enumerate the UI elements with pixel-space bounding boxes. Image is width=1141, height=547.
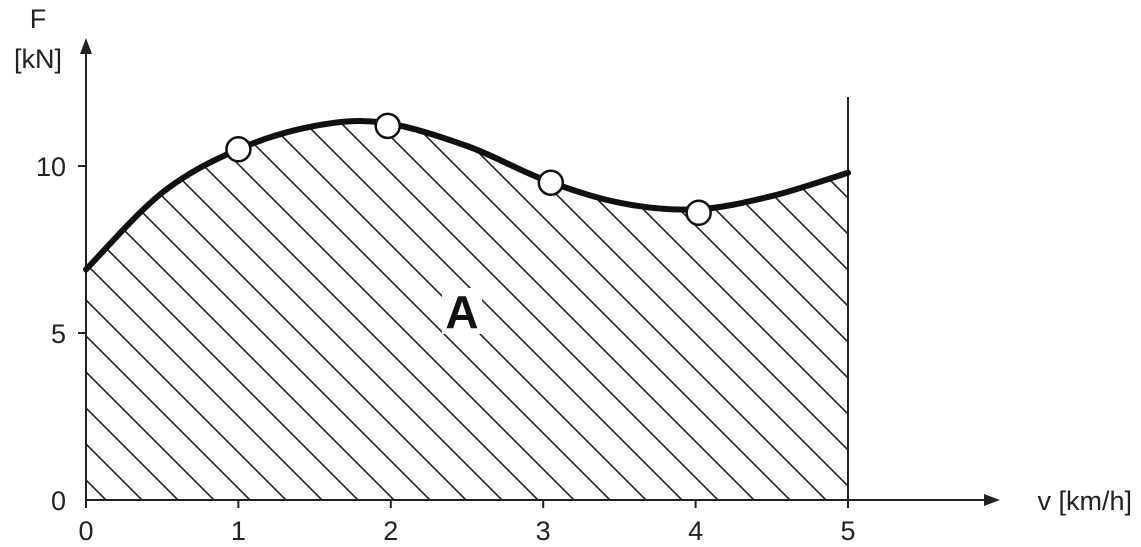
x-tick-label: 1 (231, 516, 246, 546)
y-axis-symbol: F (30, 4, 47, 34)
area-label: A (445, 286, 478, 338)
y-axis-unit: [kN] (14, 44, 62, 74)
hatch-line (854, 60, 1141, 540)
hatch-line (277, 120, 759, 500)
hatch-line (421, 120, 848, 500)
x-axis-title: v [km/h] (1037, 486, 1132, 516)
data-point-marker (374, 112, 402, 140)
hatch-line (97, 120, 579, 500)
data-point-marker (685, 199, 712, 227)
hatch-line (673, 120, 848, 500)
hatch-line (86, 120, 219, 500)
hatch-line (781, 120, 848, 500)
hatch-line (817, 120, 848, 500)
y-axis-arrow (80, 38, 92, 54)
hatch-line (86, 120, 363, 500)
hatch-line (86, 120, 111, 500)
hatch-line (349, 120, 831, 500)
x-tick-label: 2 (383, 516, 398, 546)
hatch-line (493, 120, 848, 500)
data-point-marker (225, 136, 252, 163)
hatch-line (0, 60, 74, 540)
y-tick-label: 5 (51, 319, 66, 349)
hatch-line (86, 120, 183, 500)
hatch-line (565, 120, 848, 500)
hatch-line (529, 120, 848, 500)
x-tick-label: 3 (536, 516, 551, 546)
hatch-line (0, 60, 38, 540)
data-point-marker (537, 169, 565, 196)
hatch-line (313, 120, 795, 500)
hatch-line (86, 120, 399, 500)
hatched-area (0, 60, 1141, 540)
area-label-background (442, 288, 482, 334)
hatch-line (86, 120, 327, 500)
hatch-line (457, 120, 848, 500)
hatch-line (86, 120, 291, 500)
hatch-line (86, 120, 435, 500)
x-tick-label: 5 (840, 516, 855, 546)
x-tick-label: 4 (688, 516, 703, 546)
hatch-line (637, 120, 848, 500)
hatch-line (709, 120, 848, 500)
y-tick-label: 0 (51, 486, 66, 516)
y-tick-label: 10 (36, 152, 66, 182)
axis-ticks: 0 1 2 3 4 5 0 5 10 (36, 152, 856, 546)
x-axis-arrow (984, 494, 1000, 506)
hatch-line (86, 120, 255, 500)
hatch-line (133, 120, 615, 500)
hatch-line (601, 120, 848, 500)
x-tick-label: 0 (78, 516, 93, 546)
hatch-line (0, 60, 2, 540)
data-curve (83, 117, 851, 273)
data-markers (225, 112, 712, 227)
hatch-line (86, 120, 471, 500)
hatch-line (86, 120, 147, 500)
hatch-line (169, 120, 651, 500)
